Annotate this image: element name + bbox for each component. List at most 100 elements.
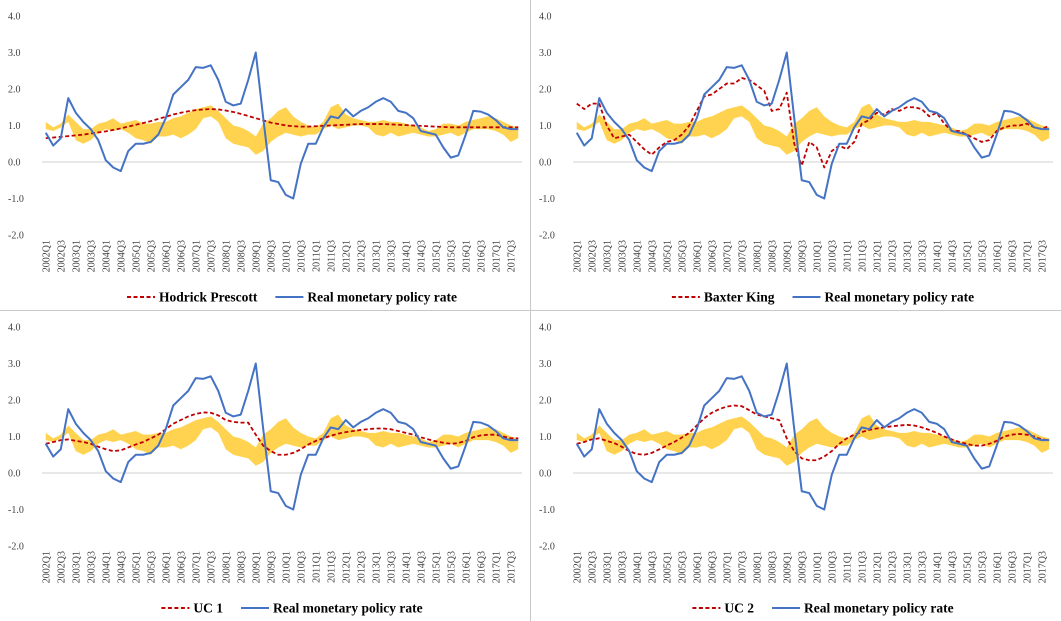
- x-tick-label: 2013Q3: [386, 240, 397, 272]
- x-tick-label: 2017Q3: [1037, 240, 1048, 272]
- x-tick-label: 2006Q3: [707, 551, 718, 583]
- x-tick-label: 2014Q1: [932, 551, 943, 583]
- x-tick-label: 2011Q3: [857, 240, 868, 272]
- x-tick-label: 2015Q3: [977, 551, 988, 583]
- series-line: [576, 404, 1050, 462]
- x-tick-label: 2006Q3: [176, 240, 187, 272]
- x-tick-label: 2009Q1: [782, 551, 793, 583]
- x-tick-label: 2008Q1: [752, 551, 763, 583]
- y-tick-label: 2.0: [539, 85, 552, 96]
- x-tick-label: 2017Q3: [1037, 551, 1048, 583]
- x-tick-label: 2009Q3: [797, 551, 808, 583]
- y-tick-label: 4.0: [539, 323, 552, 334]
- x-tick-label: 2010Q3: [296, 551, 307, 583]
- x-tick-label: 2002Q1: [572, 240, 583, 272]
- x-tick-label: 2007Q1: [722, 551, 733, 583]
- x-tick-label: 2010Q1: [812, 551, 823, 583]
- legend-label: Real monetary policy rate: [825, 290, 975, 305]
- x-tick-label: 2013Q3: [917, 240, 928, 272]
- x-tick-label: 2016Q3: [476, 240, 487, 272]
- x-tick-label: 2002Q1: [41, 240, 52, 272]
- y-tick-label: 3.0: [539, 359, 552, 370]
- x-tick-label: 2006Q1: [692, 551, 703, 583]
- x-tick-label: 2007Q3: [206, 551, 217, 583]
- chart-panel: -2.0 -1.0 0.0 1.0 2.0 3.0 4.0 2002Q1 2002Q3 2003Q…: [539, 323, 1053, 616]
- x-tick-label: 2007Q3: [206, 240, 217, 272]
- y-tick-label: 0.0: [8, 158, 21, 169]
- x-tick-label: 2013Q1: [371, 551, 382, 583]
- y-tick-label: 1.0: [539, 432, 552, 443]
- y-tick-label: 4.0: [8, 12, 21, 23]
- x-tick-label: 2004Q3: [647, 240, 658, 272]
- series-line: [45, 108, 519, 140]
- x-tick-label: 2002Q3: [587, 240, 598, 272]
- x-tick-label: 2004Q1: [632, 551, 643, 583]
- x-tick-label: 2016Q3: [1007, 240, 1018, 272]
- x-tick-label: 2017Q1: [1022, 551, 1033, 583]
- x-tick-label: 2009Q1: [782, 240, 793, 272]
- band-area: [45, 103, 519, 155]
- x-tick-label: 2004Q1: [101, 551, 112, 583]
- x-tick-label: 2003Q1: [71, 551, 82, 583]
- x-tick-label: 2009Q3: [797, 240, 808, 272]
- x-tick-label: 2015Q3: [446, 551, 457, 583]
- x-tick-label: 2005Q3: [677, 551, 688, 583]
- x-tick-label: 2006Q3: [176, 551, 187, 583]
- x-tick-label: 2008Q3: [767, 240, 778, 272]
- x-tick-label: 2012Q1: [341, 551, 352, 583]
- x-tick-label: 2005Q1: [131, 240, 142, 272]
- x-tick-label: 2011Q1: [311, 551, 322, 583]
- legend-label: UC 1: [193, 601, 223, 616]
- legend-label: Hodrick Prescott: [159, 290, 258, 305]
- y-tick-label: -2.0: [539, 231, 555, 242]
- x-tick-label: 2014Q3: [947, 240, 958, 272]
- series-line: [576, 77, 1050, 169]
- x-tick-label: 2017Q3: [506, 240, 517, 272]
- x-tick-label: 2015Q1: [431, 551, 442, 583]
- x-tick-label: 2010Q3: [827, 240, 838, 272]
- legend-label: Baxter King: [704, 290, 775, 305]
- x-tick-label: 2014Q3: [416, 551, 427, 583]
- x-tick-label: 2003Q3: [617, 551, 628, 583]
- x-tick-label: 2004Q3: [116, 240, 127, 272]
- x-tick-label: 2007Q1: [191, 240, 202, 272]
- x-tick-label: 2008Q1: [752, 240, 763, 272]
- x-tick-label: 2014Q3: [416, 240, 427, 272]
- x-tick-label: 2008Q1: [221, 551, 232, 583]
- x-tick-label: 2016Q3: [476, 551, 487, 583]
- y-tick-label: 1.0: [539, 121, 552, 132]
- chart-panel: -2.0 -1.0 0.0 1.0 2.0 3.0 4.0 2002Q1 2002Q3 2003Q…: [8, 12, 522, 305]
- x-tick-label: 2015Q1: [431, 240, 442, 272]
- y-tick-label: -1.0: [539, 505, 555, 516]
- legend: UC 2 Real monetary policy rate: [692, 601, 954, 616]
- x-tick-label: 2015Q3: [446, 240, 457, 272]
- chart-panel: -2.0 -1.0 0.0 1.0 2.0 3.0 4.0 2002Q1 2002Q3 2003Q…: [539, 12, 1053, 305]
- y-tick-label: 2.0: [539, 396, 552, 407]
- y-tick-label: -2.0: [8, 231, 24, 242]
- x-tick-label: 2017Q1: [1022, 240, 1033, 272]
- y-tick-label: -1.0: [539, 194, 555, 205]
- chart-panel: -2.0 -1.0 0.0 1.0 2.0 3.0 4.0 2002Q1 2002Q3 2003Q…: [8, 323, 522, 616]
- x-tick-label: 2013Q1: [371, 240, 382, 272]
- series-line: [575, 362, 1050, 511]
- x-tick-label: 2014Q1: [401, 551, 412, 583]
- x-tick-label: 2017Q1: [491, 551, 502, 583]
- x-tick-label: 2009Q1: [251, 551, 262, 583]
- x-tick-label: 2002Q3: [587, 551, 598, 583]
- x-tick-label: 2015Q1: [962, 551, 973, 583]
- x-tick-label: 2006Q1: [161, 240, 172, 272]
- x-tick-label: 2012Q1: [341, 240, 352, 272]
- legend: Hodrick Prescott Real monetary policy rat…: [127, 290, 457, 305]
- legend-label: UC 2: [724, 601, 754, 616]
- x-tick-label: 2013Q1: [902, 240, 913, 272]
- x-tick-label: 2014Q3: [947, 551, 958, 583]
- x-tick-label: 2005Q1: [662, 240, 673, 272]
- y-tick-label: -1.0: [8, 505, 24, 516]
- x-tick-label: 2008Q3: [767, 551, 778, 583]
- y-tick-label: 4.0: [8, 323, 21, 334]
- x-tick-label: 2005Q3: [146, 551, 157, 583]
- y-tick-label: -1.0: [8, 194, 24, 205]
- x-tick-label: 2008Q3: [236, 240, 247, 272]
- x-tick-label: 2017Q1: [491, 240, 502, 272]
- x-tick-label: 2003Q1: [71, 240, 82, 272]
